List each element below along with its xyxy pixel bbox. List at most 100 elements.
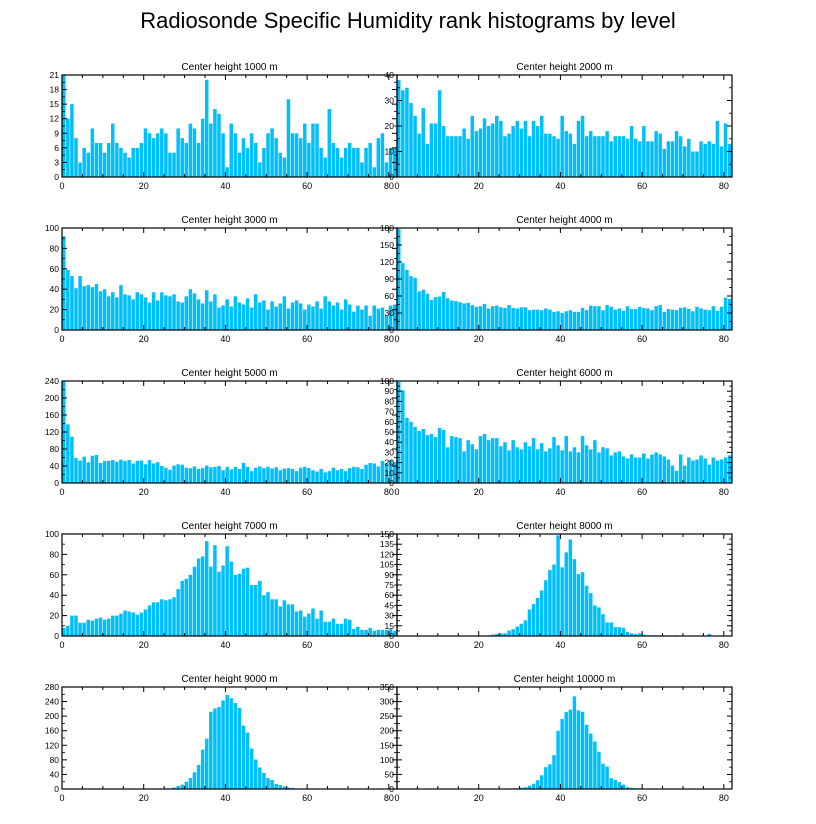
histogram-bar <box>135 614 140 636</box>
histogram-bar <box>258 580 262 636</box>
histogram-bar <box>539 115 544 177</box>
histogram-bar <box>401 263 405 330</box>
histogram-bar <box>200 749 205 789</box>
histogram-bar <box>495 633 499 636</box>
histogram-bar <box>262 300 266 330</box>
histogram-bar <box>364 629 368 636</box>
y-tick-label: 160 <box>45 410 59 420</box>
histogram-bar <box>437 427 442 483</box>
histogram-bar <box>584 445 589 483</box>
histogram-bar <box>380 307 385 330</box>
histogram-bar <box>352 311 356 330</box>
histogram-bar <box>552 311 556 330</box>
histogram-bar <box>172 152 176 177</box>
histogram-bar <box>421 108 425 177</box>
histogram-bar <box>347 468 352 484</box>
histogram-bar <box>82 147 86 177</box>
histogram-bar <box>290 604 295 636</box>
histogram-bar <box>576 311 581 330</box>
histogram-bar <box>172 294 176 330</box>
histogram-bar <box>417 430 421 483</box>
histogram-bar <box>372 305 376 330</box>
histogram-bar <box>168 469 172 483</box>
histogram-bar <box>168 296 172 330</box>
histogram-bar <box>209 566 213 636</box>
y-tick-label: 0 <box>389 325 394 335</box>
histogram-bar <box>523 620 528 636</box>
histogram-bar <box>221 565 225 636</box>
histogram-bar <box>715 120 720 177</box>
histogram-bar <box>397 80 401 177</box>
histogram-bar <box>376 466 381 483</box>
histogram-bar <box>490 306 495 330</box>
histogram-bar <box>613 779 618 789</box>
y-tick-label: 100 <box>380 755 394 765</box>
histogram-bar <box>515 120 519 177</box>
histogram-bar <box>135 292 140 330</box>
histogram-bar <box>560 115 564 177</box>
x-tick-label: 80 <box>384 793 394 803</box>
histogram-bar <box>539 443 544 483</box>
histogram-bar <box>119 285 123 330</box>
histogram-bar <box>703 143 707 177</box>
histogram-bar <box>523 442 528 483</box>
y-tick-label: 60 <box>50 264 60 274</box>
histogram-bar <box>544 767 548 789</box>
x-tick-label: 80 <box>719 640 729 650</box>
histogram-bar <box>544 580 548 636</box>
histogram-bar <box>245 466 250 483</box>
histogram-bar <box>695 151 699 177</box>
histogram-bar <box>642 634 646 636</box>
histogram-bar <box>102 152 107 177</box>
histogram-bar <box>405 269 409 330</box>
histogram-bar <box>474 449 479 483</box>
histogram-bar <box>307 304 311 330</box>
histogram-bar <box>315 471 319 483</box>
histogram-bar <box>106 143 111 177</box>
histogram-bar <box>123 610 127 636</box>
histogram-bar <box>233 574 238 636</box>
histogram-bar <box>597 607 601 636</box>
histogram-bar <box>245 732 250 789</box>
histogram-bar <box>98 291 103 330</box>
histogram-bar <box>360 629 364 636</box>
histogram-bar <box>601 136 605 177</box>
histogram-bar <box>384 315 389 330</box>
x-tick-label: 40 <box>555 334 565 344</box>
histogram-bar <box>294 611 299 636</box>
histogram-bar <box>519 449 524 483</box>
histogram-bar <box>495 115 499 177</box>
histogram-bar <box>225 167 229 177</box>
histogram-bar <box>674 310 679 330</box>
y-tick-label: 50 <box>385 769 395 779</box>
histogram-bar <box>380 460 385 483</box>
histogram-bar <box>94 143 99 177</box>
histogram-bar <box>229 561 233 636</box>
histogram-bar <box>527 310 532 330</box>
x-tick-label: 0 <box>394 793 399 803</box>
histogram-bar <box>94 454 99 483</box>
histogram-bar <box>307 143 311 177</box>
y-tick-label: 150 <box>380 529 394 539</box>
histogram-bar <box>715 310 720 330</box>
histogram-bar <box>331 143 336 177</box>
histogram-bar <box>687 457 691 483</box>
histogram-bar <box>597 751 601 789</box>
histogram-bar <box>221 700 225 789</box>
histogram-bar <box>401 90 405 177</box>
y-tick-label: 30 <box>385 308 395 318</box>
histogram-bar <box>519 307 524 330</box>
histogram-bar <box>392 304 397 330</box>
histogram-bar <box>605 766 609 789</box>
histogram-bar <box>135 147 140 177</box>
figure-title: Radiosonde Specific Humidity rank histog… <box>140 8 676 33</box>
histogram-bar <box>503 307 507 330</box>
histogram-bar <box>682 307 687 330</box>
histogram-bar <box>609 622 613 636</box>
histogram-bar <box>339 157 344 177</box>
histogram-bar <box>421 289 425 330</box>
histogram-bar <box>323 157 327 177</box>
histogram-bar <box>188 123 193 177</box>
histogram-bar <box>670 309 675 330</box>
